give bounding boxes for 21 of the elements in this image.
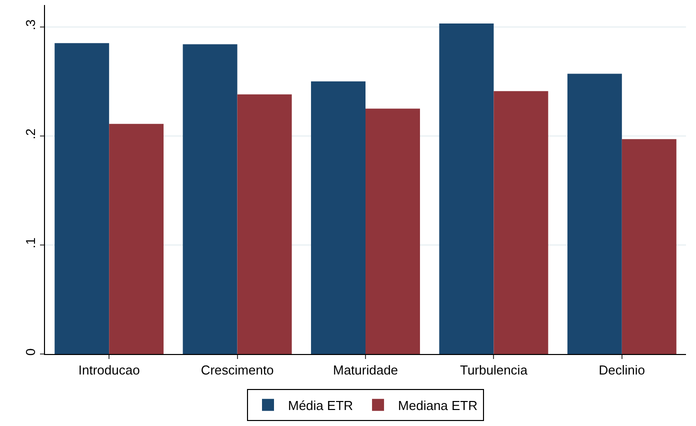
y-tick-label: .3: [22, 19, 38, 30]
bar: [109, 124, 164, 354]
legend-label: Mediana ETR: [398, 398, 478, 413]
bar: [182, 44, 238, 354]
bar: [439, 24, 494, 354]
legend-label: Média ETR: [288, 398, 354, 413]
bar: [494, 91, 548, 354]
bar: [567, 74, 622, 354]
y-tick-label: 0: [22, 348, 38, 356]
bar: [237, 94, 292, 354]
bar: [311, 81, 366, 354]
x-tick-label: Turbulencia: [460, 362, 528, 378]
y-tick-label: .2: [22, 128, 38, 140]
y-tick-label: .1: [22, 238, 38, 248]
bar: [54, 43, 110, 354]
x-tick-label: Introducao: [78, 362, 140, 378]
bar: [622, 139, 676, 354]
bar: [366, 108, 420, 354]
x-tick-label: Crescimento: [200, 362, 274, 378]
x-tick-label: Declinio: [598, 362, 646, 378]
x-tick-label: Maturidade: [332, 362, 398, 378]
